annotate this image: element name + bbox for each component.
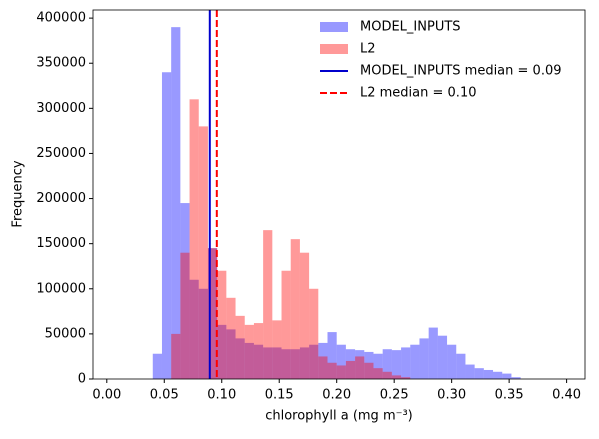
histogram-bar: [180, 252, 190, 379]
histogram-bar: [345, 360, 356, 379]
y-tick-label: 250000: [36, 146, 86, 161]
x-tick-label: 0.25: [380, 388, 409, 403]
y-axis-label: Frequency: [11, 160, 26, 227]
legend-label: L2 median = 0.10: [360, 86, 476, 101]
histogram-bar: [483, 369, 494, 379]
histogram-bar: [152, 353, 162, 379]
x-tick-label: 0.10: [207, 388, 236, 403]
histogram-bar: [318, 356, 328, 379]
histogram-bar: [217, 324, 227, 379]
histogram-bar: [391, 350, 402, 379]
histogram-bar: [327, 332, 337, 379]
histogram-bar: [161, 72, 172, 379]
histogram-bar: [299, 347, 310, 379]
histogram-bar: [428, 327, 438, 379]
y-tick-label: 300000: [36, 101, 86, 116]
histogram-bar: [207, 248, 218, 379]
legend-label: L2: [360, 42, 376, 57]
histogram-bar: [263, 230, 273, 379]
histogram-bar: [189, 99, 199, 380]
y-tick-label: 200000: [36, 191, 86, 206]
histogram-bar: [272, 347, 282, 379]
histogram-bar: [382, 371, 392, 379]
histogram-bar: [235, 315, 245, 379]
histogram-bar: [244, 324, 254, 379]
y-tick-label: 0: [78, 372, 86, 387]
x-tick-label: 0.40: [552, 388, 581, 403]
histogram-bar: [272, 320, 282, 379]
histogram-bar: [281, 349, 291, 379]
x-tick-label: 0.00: [92, 388, 121, 403]
histogram-bar: [171, 27, 181, 379]
histogram-bar: [290, 349, 300, 379]
histogram-bar: [244, 342, 254, 379]
histogram-bar: [171, 333, 181, 379]
histogram-bar: [309, 344, 319, 379]
x-tick-label: 0.15: [265, 388, 294, 403]
histogram-bar: [207, 248, 218, 379]
y-tick-label: 100000: [36, 281, 86, 296]
histogram-bar: [226, 297, 236, 379]
histogram-bar: [309, 288, 319, 379]
histogram-bar: [253, 344, 264, 379]
legend-swatch: [320, 22, 348, 32]
histogram-bar: [318, 342, 328, 379]
x-axis-label: chlorophyll a (mg m⁻³): [265, 409, 413, 424]
histogram-bar: [447, 344, 457, 379]
y-tick-label: 350000: [36, 56, 86, 71]
histogram-bar: [189, 279, 199, 379]
y-tick-label: 150000: [36, 236, 86, 251]
histogram-bar: [437, 335, 448, 379]
x-tick-label: 0.35: [495, 388, 524, 403]
histogram-bar: [502, 373, 512, 379]
histogram-bar: [511, 377, 521, 379]
histogram-bar: [253, 323, 264, 379]
histogram-bar: [345, 349, 356, 379]
histogram-bar: [281, 270, 291, 379]
histogram-bar: [401, 377, 411, 379]
histogram-bar: [355, 350, 365, 379]
histogram-bar: [382, 349, 392, 379]
histogram-bar: [336, 344, 346, 379]
legend-swatch: [320, 44, 348, 54]
x-tick-label: 0.05: [150, 388, 179, 403]
histogram-bar: [336, 365, 346, 379]
histogram-bar: [410, 344, 420, 379]
histogram-bar: [493, 371, 503, 379]
histogram-bar: [419, 338, 429, 379]
x-tick-label: 0.20: [322, 388, 351, 403]
x-tick-label: 0.30: [437, 388, 466, 403]
histogram-bar: [401, 347, 411, 379]
legend-label: MODEL_INPUTS: [360, 20, 461, 35]
histogram-bar: [364, 362, 374, 379]
histogram-bar: [355, 356, 365, 379]
histogram-bar: [217, 270, 227, 379]
plot-frame: [92, 9, 586, 380]
histogram-bar: [198, 126, 208, 379]
y-tick-label: 50000: [45, 326, 86, 341]
histogram-bar: [290, 239, 300, 379]
histogram-bar: [391, 375, 402, 379]
histogram-bar: [263, 347, 273, 379]
legend-label: MODEL_INPUTS median = 0.09: [360, 64, 562, 79]
histogram-bar: [456, 353, 466, 379]
histogram-bar: [364, 351, 374, 379]
histogram-bar: [465, 364, 475, 379]
histogram-bar: [198, 288, 208, 379]
histogram-bar: [180, 203, 190, 379]
histogram-bar: [235, 338, 245, 379]
histogram-bar: [373, 368, 383, 379]
histogram-bar: [474, 368, 484, 379]
histogram-bar: [299, 252, 310, 379]
histogram-bar: [327, 362, 337, 379]
histogram-bar: [373, 353, 383, 379]
histogram-bar: [226, 329, 236, 379]
y-tick-label: 400000: [36, 11, 86, 26]
